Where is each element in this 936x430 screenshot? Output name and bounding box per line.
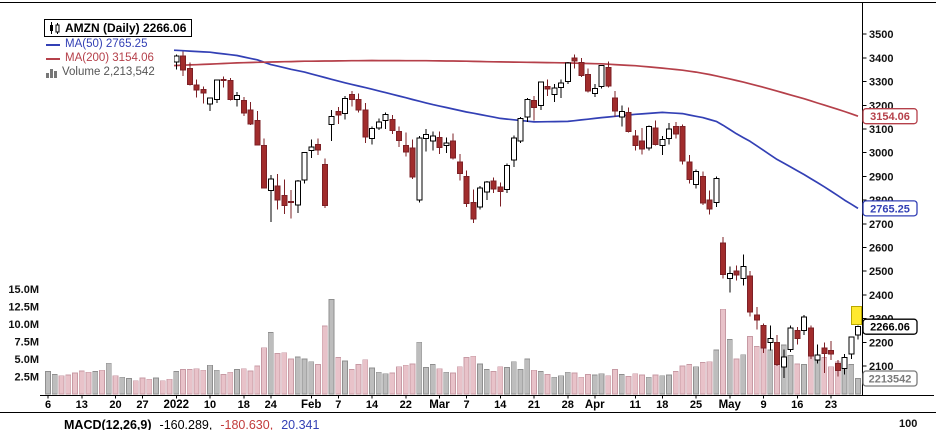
svg-text:2266.06: 2266.06	[870, 322, 910, 334]
price-tick-label: 2700	[869, 219, 893, 231]
volume-tick-label: 2.5M	[15, 372, 39, 384]
volume-bars-icon	[46, 68, 57, 78]
overlay-MA(50)	[47, 46, 859, 210]
ma50-legend-label: MA(50) 2765.25	[65, 38, 148, 50]
date-tick-label: 7	[335, 399, 341, 411]
volume-tick-label: 10.0M	[8, 319, 39, 331]
volume-layer	[45, 299, 861, 395]
macd-label: MACD(12,26,9)	[64, 418, 152, 430]
date-tick-label: 6	[45, 399, 51, 411]
ma200-line-swatch	[46, 57, 60, 60]
symbol-title: AMZN (Daily) 2266.06	[65, 21, 187, 35]
chart-legend: AMZN (Daily) 2266.06 MA(50) 2765.25 MA(2…	[44, 19, 193, 79]
svg-text:2213542: 2213542	[869, 374, 912, 386]
annotation-flag-icon[interactable]	[851, 306, 862, 325]
date-tick-label: 18	[656, 399, 668, 411]
date-tick-label: 16	[791, 399, 803, 411]
symbol-legend-box: AMZN (Daily) 2266.06	[44, 19, 193, 37]
volume-tick-label: 7.5M	[15, 337, 39, 349]
price-tick-label: 2600	[869, 243, 893, 255]
price-tick-label: 2200	[869, 337, 893, 349]
date-tick-label: 9	[760, 399, 766, 411]
date-tick-label: 7	[463, 399, 469, 411]
date-tick-label: Mar	[429, 399, 450, 411]
date-tick-label: 23	[825, 399, 837, 411]
svg-text:3154.06: 3154.06	[870, 111, 910, 123]
axis-callout-2765.25: 2765.25	[862, 200, 918, 217]
price-tick-label: 2900	[869, 171, 893, 183]
ma200-legend-label: MA(200) 3154.06	[65, 52, 154, 64]
svg-text:2765.25: 2765.25	[870, 203, 910, 215]
macd-axis-label: 100	[899, 418, 918, 430]
price-tick-label: 2400	[869, 290, 893, 302]
axes-layer: 3500340033003200310030002900280027002600…	[0, 2, 936, 413]
volume-tick-label: 12.5M	[8, 302, 39, 314]
date-tick-label: 10	[204, 399, 216, 411]
axis-callout-2266.06: 2266.06	[862, 318, 918, 335]
date-tick-label: 14	[366, 399, 379, 411]
price-tick-label: 3000	[869, 148, 893, 160]
price-tick-label: 2100	[869, 361, 893, 373]
volume-tick-label: 5.0M	[15, 354, 39, 366]
date-tick-label: Apr	[585, 399, 605, 411]
date-tick-label: Feb	[301, 399, 321, 411]
date-tick-label: 28	[562, 399, 574, 411]
date-tick-label: 2022	[163, 399, 189, 411]
price-tick-label: 3300	[869, 77, 893, 89]
volume-legend-label: Volume 2,213,542	[62, 66, 155, 78]
date-tick-label: 18	[238, 399, 250, 411]
ma200-legend-row: MA(200) 3154.06	[44, 52, 156, 65]
macd-value-2: -180.630,	[220, 418, 274, 430]
candlestick-icon	[50, 22, 60, 34]
ma50-legend-row: MA(50) 2765.25	[44, 38, 150, 51]
date-tick-label: 24	[265, 399, 278, 411]
volume-legend-row: Volume 2,213,542	[44, 66, 157, 79]
ma50-line-swatch	[46, 43, 60, 46]
date-tick-label: 22	[400, 399, 412, 411]
date-tick-label: 25	[690, 399, 702, 411]
date-tick-label: May	[719, 399, 742, 411]
macd-value-3: 20.341	[281, 418, 320, 430]
date-tick-label: 13	[76, 399, 88, 411]
volume-tick-label: 15.0M	[8, 284, 39, 296]
axis-callout-2213542: 2213542	[862, 370, 918, 387]
date-tick-label: 21	[528, 399, 540, 411]
price-tick-label: 3500	[869, 29, 893, 41]
macd-value-1: -160.289,	[159, 418, 213, 430]
date-tick-label: 11	[629, 399, 641, 411]
price-tick-label: 2500	[869, 266, 893, 278]
price-tick-label: 3100	[869, 124, 893, 136]
date-tick-label: 14	[494, 399, 507, 411]
price-tick-label: 3400	[869, 53, 893, 65]
date-tick-label: 20	[109, 399, 121, 411]
date-tick-label: 27	[136, 399, 148, 411]
macd-legend: MACD(12,26,9) -160.289, -180.630, 20.341	[64, 418, 319, 430]
axis-callout-3154.06: 3154.06	[862, 108, 918, 125]
